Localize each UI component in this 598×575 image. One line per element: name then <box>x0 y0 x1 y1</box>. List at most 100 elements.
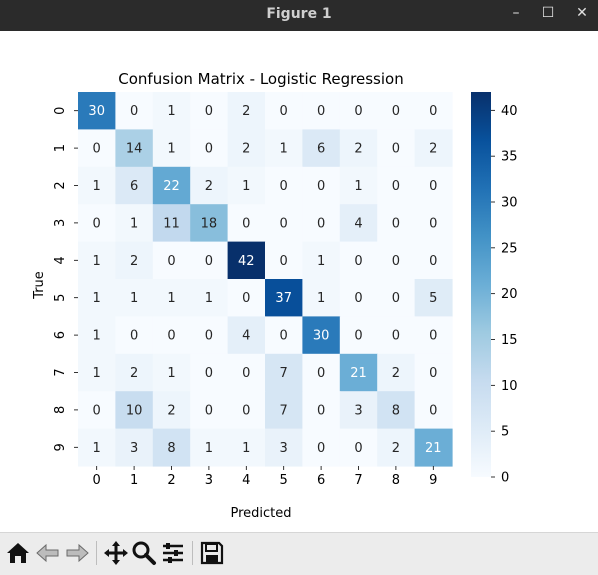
y-tick-label: 8 <box>53 406 68 414</box>
window-title: Figure 1 <box>266 6 332 22</box>
cell-value: 0 <box>354 254 362 269</box>
heatmap-cell <box>265 166 303 205</box>
cell-annotations: 30 0 1 0 2 0 0 0 0 00 14 1 0 2 1 6 2 0 21 6 22 2 1 0 0 1 0 00 1 11 18 0… <box>88 104 441 456</box>
heatmap-cell <box>152 316 191 355</box>
heatmap-cell <box>152 204 191 243</box>
cell-value: 42 <box>238 254 255 269</box>
heatmap-cell <box>190 129 229 168</box>
pan-icon[interactable] <box>102 539 130 567</box>
cell-value: 0 <box>354 441 362 456</box>
heatmap-cell <box>265 241 303 280</box>
heatmap-cell <box>115 279 154 317</box>
minimize-button[interactable]: – <box>512 5 520 21</box>
cell-value: 6 <box>130 179 138 194</box>
heatmap-cell <box>78 241 116 280</box>
heatmap-cell <box>227 353 266 392</box>
cell-value: 2 <box>392 441 400 456</box>
cell-value: 8 <box>392 403 400 418</box>
heatmap-cell <box>339 391 378 430</box>
cell-value: 1 <box>93 179 101 194</box>
cell-value: 0 <box>167 329 175 344</box>
heatmap-cell <box>78 391 116 430</box>
heatmap-cell <box>377 353 416 392</box>
x-tick-label: 7 <box>354 473 362 488</box>
heatmap-cell <box>115 92 154 130</box>
close-button[interactable]: ✕ <box>576 5 588 21</box>
back-icon[interactable] <box>34 539 62 567</box>
heatmap-cell <box>339 241 378 280</box>
cell-value: 0 <box>93 403 101 418</box>
heatmap-cell <box>152 92 191 130</box>
heatmap-cell <box>377 428 416 467</box>
configure-subplots-icon[interactable] <box>159 539 187 567</box>
heatmap-cell <box>302 428 341 467</box>
cell-value: 0 <box>205 329 213 344</box>
cell-value: 0 <box>429 216 437 231</box>
heatmap-cell <box>227 129 266 168</box>
y-tick-label: 5 <box>53 294 68 302</box>
cell-value: 1 <box>317 254 325 269</box>
colorbar-tick-label: 30 <box>501 196 518 211</box>
heatmap-cell <box>78 428 116 467</box>
heatmap-cell <box>339 353 378 392</box>
heatmap-cell <box>115 428 154 467</box>
heatmap-cell <box>190 92 229 130</box>
cell-value: 0 <box>354 104 362 119</box>
cell-value: 0 <box>317 216 325 231</box>
y-tick-label: 2 <box>53 181 68 189</box>
cell-value: 7 <box>280 403 288 418</box>
cell-value: 37 <box>275 291 292 306</box>
heatmap-cell <box>377 129 416 168</box>
heatmap-cell <box>302 241 341 280</box>
cell-value: 0 <box>93 216 101 231</box>
heatmap-cell <box>190 391 229 430</box>
home-icon[interactable] <box>4 539 32 567</box>
cell-value: 0 <box>205 142 213 157</box>
heatmap-cell <box>152 166 191 205</box>
heatmap-cell <box>115 316 154 355</box>
colorbar <box>471 92 491 477</box>
cell-value: 0 <box>205 254 213 269</box>
cell-value: 5 <box>429 291 437 306</box>
heatmap-cell <box>78 129 116 168</box>
heatmap-cell <box>302 92 341 130</box>
colorbar-tick-label: 0 <box>501 471 509 486</box>
cell-value: 0 <box>280 254 288 269</box>
cell-value: 2 <box>130 254 138 269</box>
cell-value: 4 <box>242 329 250 344</box>
cell-value: 0 <box>392 329 400 344</box>
heatmap-cell <box>227 428 266 467</box>
zoom-icon[interactable] <box>130 539 158 567</box>
save-icon[interactable] <box>198 539 226 567</box>
heatmap-cell <box>377 316 416 355</box>
heatmap-cell <box>115 391 154 430</box>
cell-value: 0 <box>93 142 101 157</box>
cell-value: 1 <box>167 366 175 381</box>
heatmap-cell <box>302 204 341 243</box>
cell-value: 0 <box>392 216 400 231</box>
heatmap-cell <box>152 129 191 168</box>
heatmap-cell <box>377 391 416 430</box>
heatmap-cell <box>190 204 229 243</box>
heatmap-cell <box>265 129 303 168</box>
cell-value: 1 <box>130 291 138 306</box>
cell-value: 1 <box>167 142 175 157</box>
cell-value: 0 <box>354 291 362 306</box>
cell-value: 0 <box>317 441 325 456</box>
heatmap-cell <box>414 129 453 168</box>
heatmap-cell <box>302 316 341 355</box>
heatmap-cell <box>302 129 341 168</box>
cell-value: 1 <box>354 179 362 194</box>
heatmap-cell <box>115 204 154 243</box>
heatmap-cell <box>115 353 154 392</box>
cell-value: 18 <box>201 216 218 231</box>
colorbar-tick-label: 15 <box>501 333 518 348</box>
maximize-button[interactable]: ☐ <box>541 5 555 21</box>
cell-value: 6 <box>317 142 325 157</box>
forward-icon[interactable] <box>63 539 91 567</box>
heatmap-cell <box>115 129 154 168</box>
y-tick-label: 1 <box>53 144 68 152</box>
cell-value: 2 <box>130 366 138 381</box>
x-tick-label: 9 <box>429 473 437 488</box>
cell-value: 1 <box>93 291 101 306</box>
